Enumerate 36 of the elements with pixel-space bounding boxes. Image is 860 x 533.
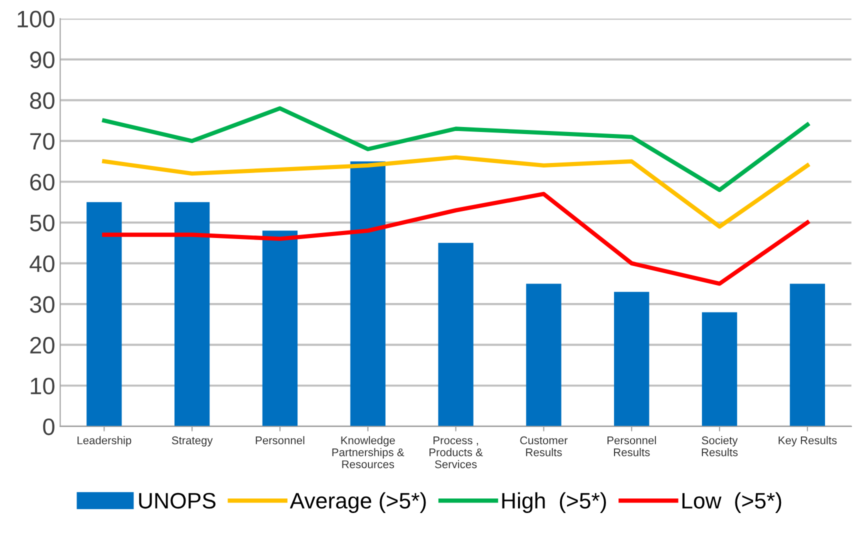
- x-tick-label: Customer Results: [520, 436, 568, 456]
- x-tick-label: Leadership: [78, 436, 132, 446]
- y-tick-label: 90: [30, 52, 54, 68]
- x-tick-label: Knowledge Partnerships & Resources: [332, 436, 404, 468]
- legend-label: Low (>5*): [682, 492, 782, 513]
- y-tick-label: 40: [30, 255, 54, 272]
- legend-label: High (>5*): [502, 492, 606, 513]
- bar: [86, 202, 122, 426]
- bar: [350, 161, 386, 426]
- y-tick-label: 20: [30, 336, 54, 354]
- bar: [790, 284, 826, 426]
- y-tick-label: 30: [30, 296, 54, 313]
- y-tick-label: 10: [30, 378, 54, 394]
- x-tick-label: Personnel Results: [608, 436, 656, 456]
- bar: [526, 284, 562, 426]
- line-series: [102, 106, 810, 192]
- legend-label: UNOPS: [139, 492, 216, 509]
- bar: [174, 202, 210, 426]
- line-series: [102, 192, 810, 286]
- legend-label: Average (>5*): [290, 492, 426, 513]
- y-tick-label: 0: [43, 418, 54, 436]
- line-series: [102, 155, 810, 229]
- x-tick-label: Strategy: [172, 436, 213, 446]
- x-tick-label: Process , Products & Services: [430, 436, 483, 468]
- y-tick-label: 100: [18, 10, 54, 28]
- y-tick-label: 60: [30, 174, 54, 191]
- bar: [262, 230, 298, 426]
- bar: [702, 312, 738, 426]
- y-tick-label: 80: [30, 92, 54, 109]
- bar: [438, 242, 474, 426]
- x-tick-label: Personnel: [256, 436, 304, 444]
- y-tick-label: 50: [30, 214, 54, 232]
- bar: [614, 292, 650, 426]
- y-tick-label: 70: [30, 133, 54, 150]
- x-tick-label: Key Results: [778, 436, 837, 446]
- x-tick-label: Society Results: [702, 436, 738, 456]
